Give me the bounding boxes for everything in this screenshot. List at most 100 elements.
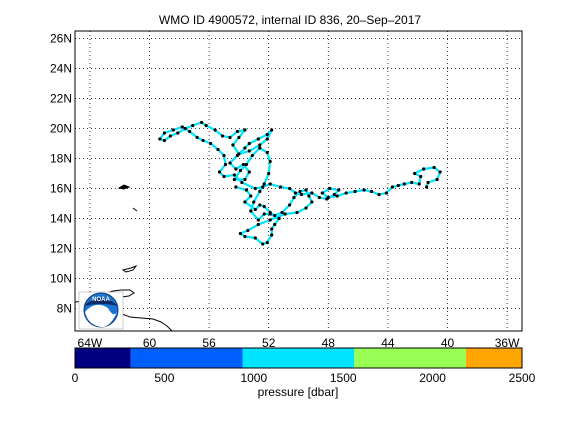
profile-point: [234, 167, 238, 171]
profile-point: [317, 195, 321, 200]
profile-point: [273, 213, 277, 218]
profile-point: [268, 218, 272, 222]
profile-point: [377, 192, 381, 197]
lon-tick-label: 56: [202, 336, 216, 350]
colorbar-segment-3: [354, 348, 467, 368]
profile-point: [244, 162, 248, 167]
profile-point: [283, 212, 287, 216]
noaa-logo: NOAA: [78, 291, 124, 330]
profile-point: [213, 128, 217, 132]
profile-point: [168, 134, 172, 138]
lat-tick-label: 16N: [50, 182, 72, 196]
profile-point: [250, 153, 254, 158]
profile-point: [249, 209, 253, 213]
colorbar-tick-label: 1000: [240, 371, 267, 385]
coast-island-puerto-rico: [121, 264, 138, 273]
profile-point: [237, 152, 241, 156]
lat-tick-label: 20N: [50, 122, 72, 136]
profile-point: [191, 123, 195, 128]
profile-point: [262, 182, 266, 186]
colorbar-tick-label: 2000: [419, 371, 446, 385]
profile-point: [243, 177, 247, 182]
profile-point: [162, 131, 166, 135]
profile-point: [243, 128, 247, 132]
profile-point: [353, 189, 357, 194]
profile-point: [299, 192, 304, 197]
profile-point: [265, 150, 269, 155]
profile-point: [232, 177, 236, 182]
profile-point: [326, 195, 330, 200]
coast-island-small: [117, 184, 131, 190]
profile-point: [270, 233, 274, 237]
profile-point: [247, 170, 251, 174]
colorbar-segments: [75, 348, 522, 368]
profile-point: [195, 135, 199, 140]
colorbar-segment-4: [466, 348, 522, 368]
profile-point: [304, 206, 308, 210]
profile-point: [262, 204, 266, 209]
profile-point: [252, 200, 256, 204]
profile-point: [188, 129, 192, 134]
profile-point: [258, 189, 262, 194]
profile-point: [419, 174, 423, 179]
profile-point: [217, 170, 222, 174]
lat-tick-label: 10N: [50, 272, 72, 286]
profile-point: [310, 200, 314, 204]
lat-tick-label: 8N: [57, 302, 72, 316]
profile-point: [273, 222, 277, 227]
lon-tick-label: 52: [262, 336, 276, 350]
colorbar-tick-label: 1500: [330, 371, 357, 385]
map-title: WMO ID 4900572, internal ID 836, 20–Sep–…: [159, 13, 421, 27]
profile-point: [258, 143, 262, 147]
profile-point: [209, 141, 213, 146]
profile-point: [253, 186, 257, 191]
profile-point: [268, 182, 272, 186]
profile-point: [216, 147, 220, 152]
map-axes: NOAA 8N 10N 12N 14N 16N 18N 20N 22N 24N 26N 64W 60…: [50, 30, 523, 350]
profile-point: [410, 180, 414, 185]
lat-tick-label: 24N: [50, 62, 72, 76]
profile-point: [241, 162, 245, 167]
profile-point: [256, 218, 260, 222]
profile-point: [238, 168, 242, 173]
profile-point: [270, 227, 274, 231]
latitude-tick-labels: 8N 10N 12N 14N 16N 18N 20N 22N 24N 26N: [50, 32, 72, 316]
lon-tick-label: 40: [441, 336, 455, 350]
profile-point: [265, 132, 269, 137]
profile-point: [180, 125, 184, 129]
profile-point: [237, 135, 241, 140]
profile-point: [268, 159, 272, 164]
profile-point: [425, 185, 429, 189]
profile-point: [390, 185, 394, 189]
profile-point: [279, 185, 283, 189]
lon-tick-label: 48: [322, 336, 336, 350]
profile-point: [435, 177, 439, 182]
colorbar-tick-label: 2500: [509, 371, 536, 385]
map-gridlines: [75, 31, 522, 331]
noaa-logo-gull-icon: [85, 304, 117, 328]
profile-point: [244, 188, 248, 192]
profile-point: [158, 137, 162, 141]
lon-tick-label: 60: [143, 336, 157, 350]
profile-point: [362, 188, 366, 192]
profile-point: [265, 240, 269, 245]
profile-point: [222, 153, 226, 158]
profile-point: [256, 137, 260, 141]
profile-point: [228, 161, 232, 165]
profile-point: [249, 194, 253, 198]
profile-point: [298, 189, 302, 194]
profile-point: [200, 120, 204, 125]
profile-point: [253, 236, 257, 240]
colorbar-tick-label: 500: [154, 371, 174, 385]
profile-point: [253, 207, 257, 212]
profile-point: [270, 128, 274, 132]
coast-island-speck: [132, 207, 138, 212]
colorbar-frame: [74, 347, 523, 369]
colorbar-tick-label: 0: [72, 371, 79, 385]
profile-point: [204, 123, 208, 128]
profile-point: [222, 174, 226, 179]
profile-point: [220, 134, 225, 138]
lat-tick-label: 26N: [50, 32, 72, 46]
profile-point: [426, 180, 430, 185]
